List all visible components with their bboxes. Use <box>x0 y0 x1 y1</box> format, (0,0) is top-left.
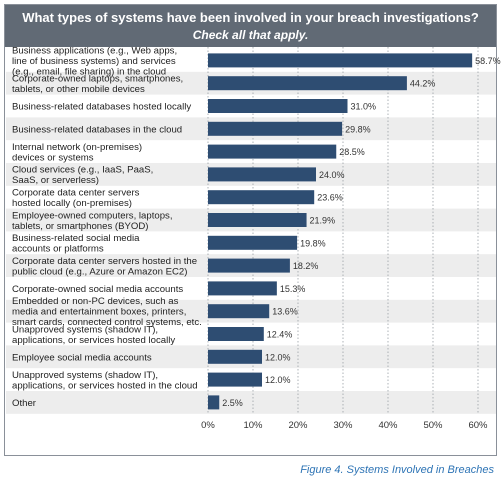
category-label: Business-related databases hosted locall… <box>12 102 191 113</box>
value-label: 12.0% <box>265 375 291 385</box>
bar <box>208 349 262 364</box>
bar <box>208 372 262 387</box>
bar <box>208 76 407 91</box>
bar <box>208 327 264 341</box>
value-label: 44.2% <box>410 79 436 89</box>
bar <box>208 167 316 182</box>
value-label: 21.9% <box>310 216 336 226</box>
category-label: Embedded or non-PC devices, such as media… <box>12 296 202 328</box>
category-label: Employee-owned computers, laptops, tablet… <box>12 210 173 232</box>
value-label: 12.0% <box>265 352 291 362</box>
bar <box>208 53 473 68</box>
bar <box>208 235 298 250</box>
x-tick-label: 0% <box>201 420 215 431</box>
value-label: 15.3% <box>280 284 306 294</box>
bar <box>208 281 277 296</box>
x-tick-label: 10% <box>243 420 263 431</box>
bar <box>208 99 348 113</box>
value-label: 31.0% <box>351 102 377 112</box>
category-label: Business-related social media accounts or… <box>12 233 140 255</box>
chart-title: What types of systems have been involved… <box>22 10 479 25</box>
value-label: 13.6% <box>272 307 298 317</box>
bar <box>208 213 307 227</box>
chart-subtitle: Check all that apply. <box>192 28 309 42</box>
value-label: 23.6% <box>317 193 343 203</box>
category-label: Corporate data center servers hosted in … <box>12 256 197 278</box>
x-tick-label: 20% <box>288 420 308 431</box>
value-label: 19.8% <box>300 238 326 248</box>
category-label: Internal network (on-premises) devices or… <box>12 142 142 164</box>
bar <box>208 258 290 273</box>
value-label: 18.2% <box>293 261 319 271</box>
x-tick-label: 30% <box>333 420 353 431</box>
value-label: 12.4% <box>267 330 293 340</box>
x-tick-label: 40% <box>378 420 398 431</box>
x-tick-label: 50% <box>423 420 443 431</box>
category-label: Cloud services (e.g., IaaS, PaaS, SaaS, o… <box>12 165 153 187</box>
category-label: Business applications (e.g., Web apps, li… <box>12 45 177 77</box>
category-label: Employee social media accounts <box>12 352 152 363</box>
x-tick-label: 60% <box>468 420 488 431</box>
category-label: Corporate-owned laptops, smartphones, tab… <box>12 73 183 95</box>
value-label: 28.5% <box>339 147 365 157</box>
bar <box>208 121 343 136</box>
category-label: Unapproved systems (shadow IT), applicati… <box>12 370 198 392</box>
figure-caption: Figure 4. Systems Involved in Breaches <box>300 464 494 476</box>
value-label: 29.8% <box>345 124 371 134</box>
value-label: 58.7% <box>475 56 501 66</box>
category-label: Other <box>12 398 37 409</box>
category-label: Business-related databases in the cloud <box>12 124 182 135</box>
bar <box>208 395 220 410</box>
bar <box>208 190 315 205</box>
bar <box>208 144 337 159</box>
category-label: Corporate data center servers hosted loca… <box>12 187 140 209</box>
category-label: Unapproved systems (shadow IT), applicati… <box>12 324 175 346</box>
value-label: 2.5% <box>222 398 243 408</box>
chart-header: What types of systems have been involved… <box>5 5 496 47</box>
row-stripe <box>6 391 496 414</box>
value-label: 24.0% <box>319 170 345 180</box>
category-label: Corporate-owned social media accounts <box>12 284 183 295</box>
bar <box>208 304 270 319</box>
